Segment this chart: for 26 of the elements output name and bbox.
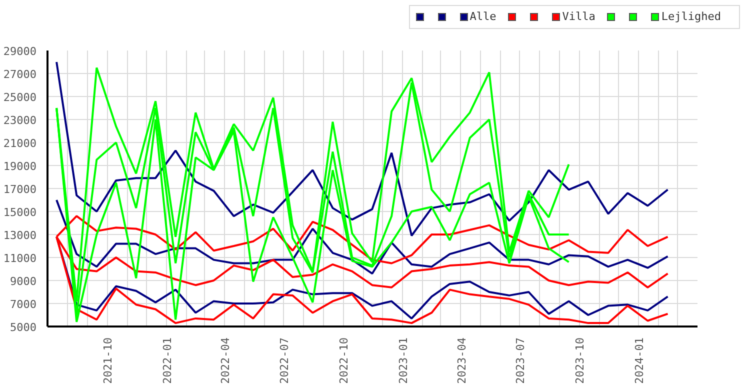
y-tick-label: 25000 bbox=[3, 91, 37, 104]
y-tick-label: 7000 bbox=[10, 298, 37, 311]
y-tick-label: 9000 bbox=[10, 275, 37, 288]
y-tick-label: 27000 bbox=[3, 68, 37, 81]
y-tick-label: 29000 bbox=[3, 45, 37, 58]
y-tick-label: 5000 bbox=[10, 321, 37, 334]
x-tick-label: 2022-10 bbox=[338, 338, 351, 384]
x-tick-label: 2022-01 bbox=[161, 338, 174, 384]
x-tick-label: 2023-01 bbox=[397, 338, 410, 384]
y-tick-label: 13000 bbox=[3, 229, 37, 242]
x-tick-label: 2022-04 bbox=[219, 337, 232, 384]
legend-label: Lejlighed bbox=[660, 9, 721, 25]
x-tick-label: 2023-07 bbox=[514, 338, 528, 384]
y-tick-label: 15000 bbox=[3, 206, 37, 219]
y-tick-label: 19000 bbox=[3, 160, 37, 173]
x-tick-label: 2023-10 bbox=[574, 338, 587, 384]
y-tick-label: 23000 bbox=[3, 114, 37, 127]
legend-label: Alle bbox=[468, 9, 496, 25]
x-tick-label: 2023-04 bbox=[455, 337, 468, 384]
x-tick-label: 2024-01 bbox=[633, 338, 646, 384]
x-tick-label: 2022-07 bbox=[278, 338, 292, 384]
y-tick-label: 17000 bbox=[3, 183, 37, 196]
legend-label: Villa bbox=[561, 9, 596, 25]
y-tick-label: 11000 bbox=[3, 252, 37, 265]
y-tick-label: 21000 bbox=[3, 137, 37, 150]
x-tick-label: 2021-10 bbox=[102, 338, 114, 384]
